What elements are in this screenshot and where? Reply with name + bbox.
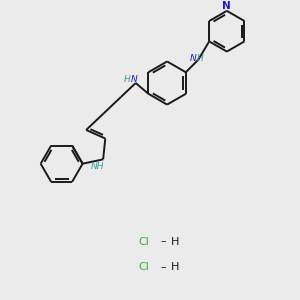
Text: N: N [131, 75, 137, 84]
Text: H: H [197, 54, 204, 63]
Text: –: – [161, 262, 166, 272]
Text: N: N [190, 54, 196, 63]
Text: H: H [171, 262, 180, 272]
Text: Cl: Cl [139, 262, 149, 272]
Text: N: N [223, 1, 231, 11]
Text: NH: NH [91, 162, 104, 171]
Text: –: – [161, 237, 166, 247]
Text: H: H [124, 75, 131, 84]
Text: Cl: Cl [139, 237, 149, 247]
Text: H: H [171, 237, 180, 247]
